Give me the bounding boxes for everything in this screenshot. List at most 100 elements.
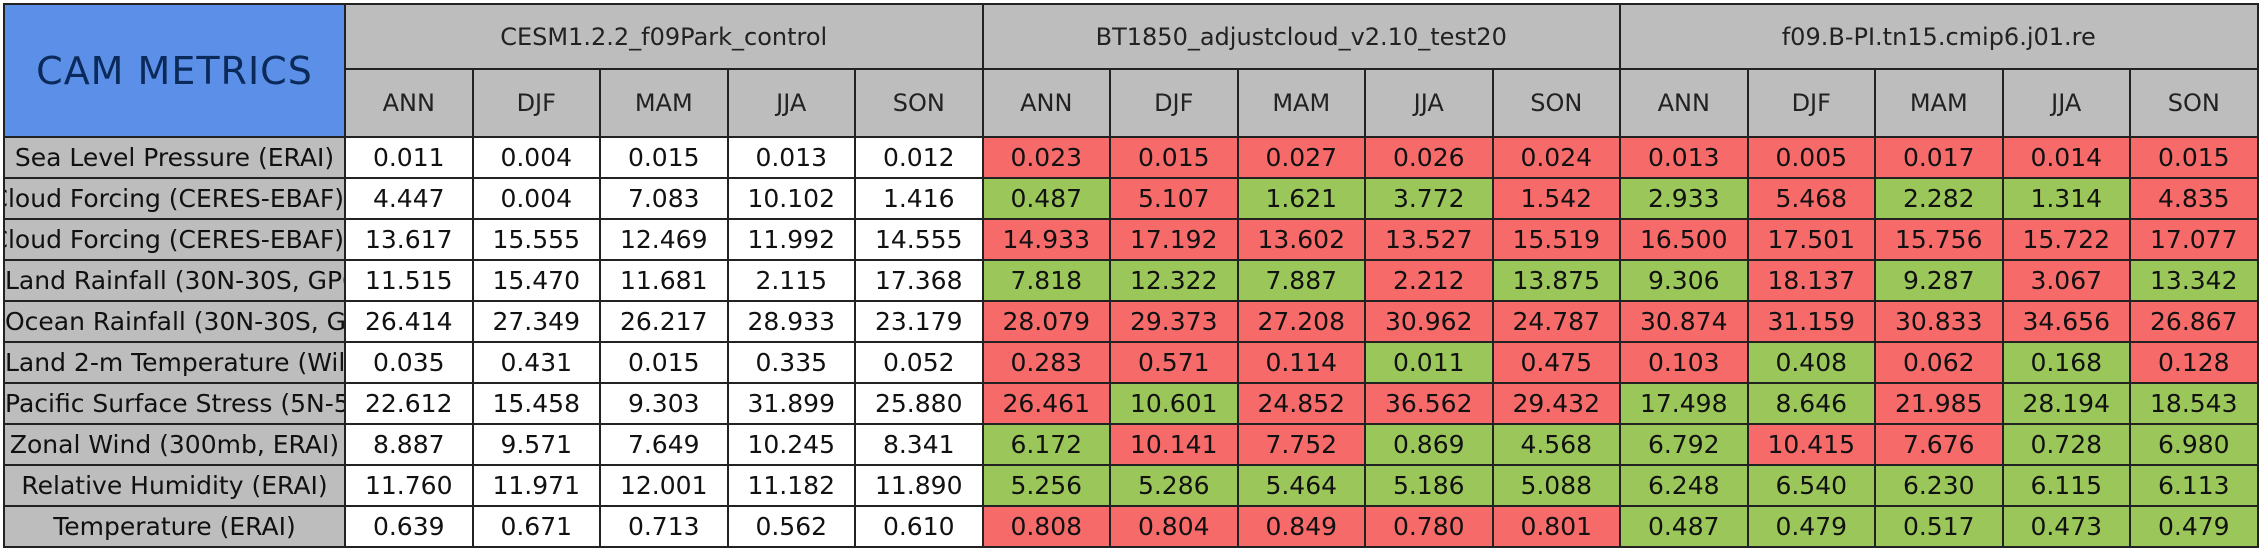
metric-cell: 0.062 bbox=[1874, 341, 2004, 384]
season-header-2-ann: ANN bbox=[981, 68, 1111, 138]
metric-cell: 0.004 bbox=[471, 136, 601, 179]
row-label: Land 2-m Temperature (Willmott) bbox=[3, 341, 346, 384]
metric-cell: 11.992 bbox=[726, 218, 856, 261]
metric-cell: 9.303 bbox=[599, 382, 729, 425]
metric-cell: 28.194 bbox=[2001, 382, 2131, 425]
metric-cell: 13.527 bbox=[1364, 218, 1494, 261]
season-header-3-djf: DJF bbox=[1746, 68, 1876, 138]
metric-cell: 26.414 bbox=[344, 300, 474, 343]
season-header-2-jja: JJA bbox=[1364, 68, 1494, 138]
metric-cell: 0.015 bbox=[2129, 136, 2259, 179]
metric-cell: 0.024 bbox=[1491, 136, 1621, 179]
table-row: Land Rainfall (30N-30S, GPCP)11.51515.47… bbox=[3, 259, 2259, 302]
season-header-2-djf: DJF bbox=[1109, 68, 1239, 138]
metric-cell: 5.286 bbox=[1109, 464, 1239, 507]
metric-cell: 0.487 bbox=[1619, 505, 1749, 548]
metric-cell: 0.015 bbox=[599, 341, 729, 384]
metric-cell: 7.752 bbox=[1236, 423, 1366, 466]
metric-cell: 8.646 bbox=[1746, 382, 1876, 425]
row-label-text: Ocean Rainfall (30N-30S, GPCP) bbox=[5, 307, 343, 336]
metric-cell: 0.431 bbox=[471, 341, 601, 384]
model-header-1: CESM1.2.2_f09Park_control bbox=[344, 3, 984, 70]
row-label: ‪Cloud Forcing (CERES-EBAF)‬ bbox=[3, 218, 346, 261]
metric-cell: 22.612 bbox=[344, 382, 474, 425]
metric-cell: 0.014 bbox=[2001, 136, 2131, 179]
metric-cell: 6.248 bbox=[1619, 464, 1749, 507]
table-row: Pacific Surface Stress (5N-5S, ERS)22.61… bbox=[3, 382, 2259, 425]
metric-cell: 0.011 bbox=[344, 136, 474, 179]
metric-cell: 9.287 bbox=[1874, 259, 2004, 302]
metric-cell: 14.933 bbox=[981, 218, 1111, 261]
metric-cell: 13.875 bbox=[1491, 259, 1621, 302]
table-row: ‪Relative Humidity (ERAI)‬ 11.760 11.971 12… bbox=[3, 464, 2259, 507]
model-header-2: BT1850_adjustcloud_v2.10_test20 bbox=[981, 3, 1621, 70]
row-label: ‪Relative Humidity (ERAI)‬ bbox=[3, 464, 346, 507]
season-header-3-jja: JJA bbox=[2001, 68, 2131, 138]
metric-cell: 0.571 bbox=[1109, 341, 1239, 384]
table-row: ‪Zonal Wind (300mb, ERAI)‬ 8.887 9.571 7.64… bbox=[3, 423, 2259, 466]
metric-cell: 0.801 bbox=[1491, 505, 1621, 548]
metric-cell: 23.179 bbox=[854, 300, 984, 343]
metric-cell: 4.568 bbox=[1491, 423, 1621, 466]
table-row: Ocean Rainfall (30N-30S, GPCP)26.41427.3… bbox=[3, 300, 2259, 343]
metric-cell: 26.217 bbox=[599, 300, 729, 343]
metric-cell: 0.869 bbox=[1364, 423, 1494, 466]
metric-cell: 2.115 bbox=[726, 259, 856, 302]
season-header-1-son: SON bbox=[854, 68, 984, 138]
metric-cell: 0.849 bbox=[1236, 505, 1366, 548]
metric-cell: 10.601 bbox=[1109, 382, 1239, 425]
metric-cell: 7.887 bbox=[1236, 259, 1366, 302]
season-header-2-mam: MAM bbox=[1236, 68, 1366, 138]
metric-cell: 12.001 bbox=[599, 464, 729, 507]
metric-cell: 0.004 bbox=[471, 177, 601, 220]
row-label-text: ‪Temperature (ERAI)‬ bbox=[53, 512, 296, 541]
row-label-text: ‪Cloud Forcing (CERES-EBAF)‬ bbox=[6, 184, 344, 213]
metric-cell: 0.103 bbox=[1619, 341, 1749, 384]
metric-cell: 0.408 bbox=[1746, 341, 1876, 384]
metric-cell: 21.985 bbox=[1874, 382, 2004, 425]
metric-cell: 36.562 bbox=[1364, 382, 1494, 425]
season-header-3-mam: MAM bbox=[1874, 68, 2004, 138]
metric-cell: 29.373 bbox=[1109, 300, 1239, 343]
metric-cell: 17.368 bbox=[854, 259, 984, 302]
metric-cell: 0.475 bbox=[1491, 341, 1621, 384]
model-header-row: CAM METRICS CESM1.2.2_f09Park_control BT… bbox=[3, 3, 2259, 138]
metric-cell: 24.787 bbox=[1491, 300, 1621, 343]
metric-cell: 7.649 bbox=[599, 423, 729, 466]
metric-cell: 5.256 bbox=[981, 464, 1111, 507]
metric-cell: 1.621 bbox=[1236, 177, 1366, 220]
metric-cell: 17.501 bbox=[1746, 218, 1876, 261]
metric-cell: 0.671 bbox=[471, 505, 601, 548]
metric-cell: 12.469 bbox=[599, 218, 729, 261]
metric-cell: 5.088 bbox=[1491, 464, 1621, 507]
metric-cell: 30.833 bbox=[1874, 300, 2004, 343]
metric-cell: 0.487 bbox=[981, 177, 1111, 220]
metric-cell: 25.880 bbox=[854, 382, 984, 425]
metric-cell: 26.867 bbox=[2129, 300, 2259, 343]
metric-cell: 0.639 bbox=[344, 505, 474, 548]
metric-cell: 7.083 bbox=[599, 177, 729, 220]
table-row: Land 2-m Temperature (Willmott)0.0350.43… bbox=[3, 341, 2259, 384]
table-row: ‪Sea Level Pressure (ERAI)‬ 0.011 0.004 0.0… bbox=[3, 136, 2259, 179]
metric-cell: 31.899 bbox=[726, 382, 856, 425]
metric-cell: 3.772 bbox=[1364, 177, 1494, 220]
metric-cell: 5.107 bbox=[1109, 177, 1239, 220]
metric-cell: 6.172 bbox=[981, 423, 1111, 466]
metric-cell: 30.874 bbox=[1619, 300, 1749, 343]
metric-cell: 8.341 bbox=[854, 423, 984, 466]
season-header-row: ANN DJF MAM JJA SON ANN DJF MAM JJA SON ANN DJF MAM J… bbox=[4, 68, 2259, 138]
metric-cell: 0.479 bbox=[1746, 505, 1876, 548]
metric-cell: 11.760 bbox=[344, 464, 474, 507]
metric-cell: 0.808 bbox=[981, 505, 1111, 548]
metric-cell: 6.540 bbox=[1746, 464, 1876, 507]
metric-cell: 13.617 bbox=[344, 218, 474, 261]
metric-cell: 26.461 bbox=[981, 382, 1111, 425]
metric-cell: 17.192 bbox=[1109, 218, 1239, 261]
metric-cell: 10.245 bbox=[726, 423, 856, 466]
metric-cell: 0.011 bbox=[1364, 341, 1494, 384]
row-label: Ocean Rainfall (30N-30S, GPCP) bbox=[3, 300, 346, 343]
row-label: ‪Cloud Forcing (CERES-EBAF)‬ bbox=[3, 177, 346, 220]
metric-cell: 28.933 bbox=[726, 300, 856, 343]
metric-cell: 28.079 bbox=[981, 300, 1111, 343]
row-label: ‪Zonal Wind (300mb, ERAI)‬ bbox=[3, 423, 346, 466]
